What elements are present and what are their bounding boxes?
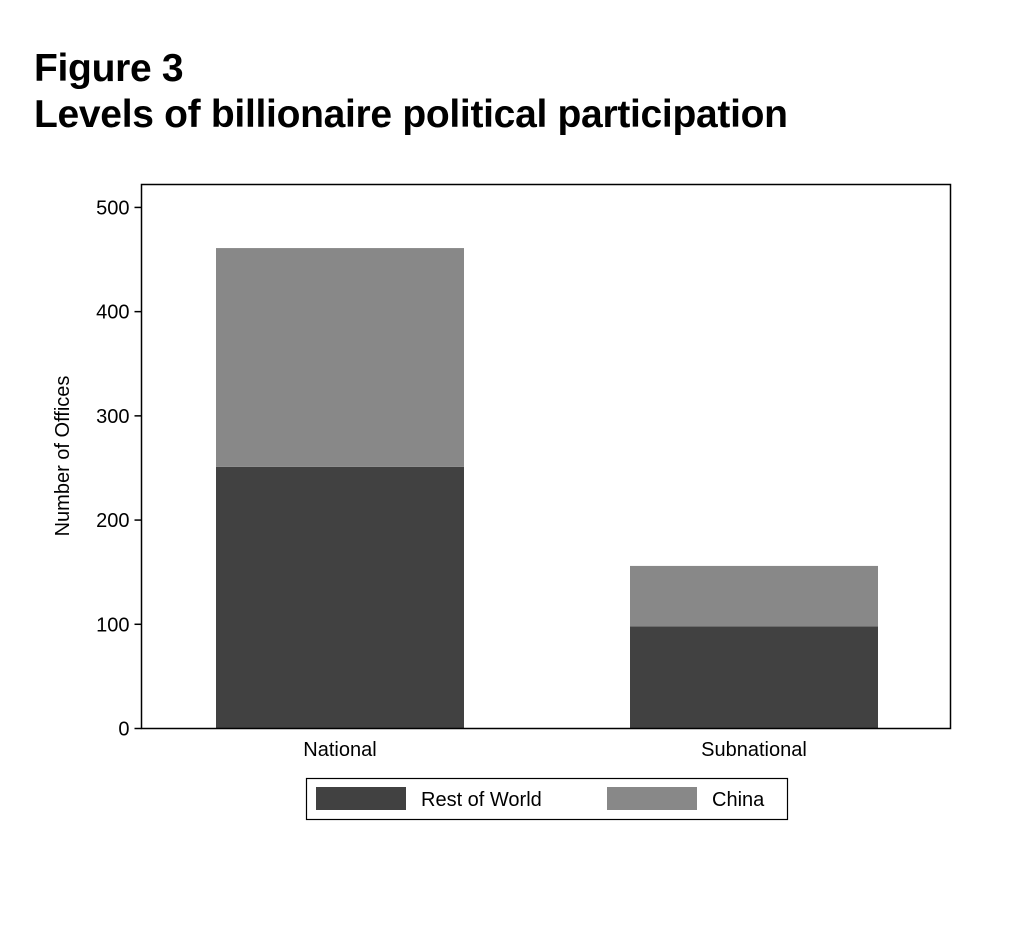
- y-tick-label: 0: [118, 719, 129, 741]
- y-tick-label: 200: [96, 510, 129, 532]
- y-tick-label: 400: [96, 302, 129, 324]
- legend: Rest of World China: [305, 777, 789, 821]
- bar-subnational-china: [630, 565, 878, 627]
- legend-swatch: [607, 787, 697, 810]
- bar-national-china: [216, 248, 464, 467]
- plot-frame: [140, 183, 952, 730]
- x-axis: National Subnational: [303, 739, 807, 761]
- x-tick-label: National: [303, 739, 376, 761]
- figure-title: Levels of billionaire political particip…: [34, 93, 788, 136]
- y-tick-label: 500: [96, 197, 129, 219]
- y-axis: 0 100 200 300 400 500: [96, 197, 142, 741]
- bar-national-rest-of-world: [216, 466, 464, 729]
- figure-heading: Figure 3 Levels of billionaire political…: [34, 46, 788, 138]
- legend-label: China: [712, 789, 765, 811]
- y-axis-title: Number of Offices: [52, 376, 74, 537]
- y-tick-label: 100: [96, 614, 129, 636]
- bars-layer: [216, 248, 878, 729]
- figure-label: Figure 3: [34, 47, 184, 90]
- bar-subnational-rest-of-world: [630, 626, 878, 729]
- x-tick-label: Subnational: [701, 739, 807, 761]
- y-tick-label: 300: [96, 406, 129, 428]
- legend-swatch: [316, 787, 406, 810]
- legend-label: Rest of World: [421, 789, 542, 811]
